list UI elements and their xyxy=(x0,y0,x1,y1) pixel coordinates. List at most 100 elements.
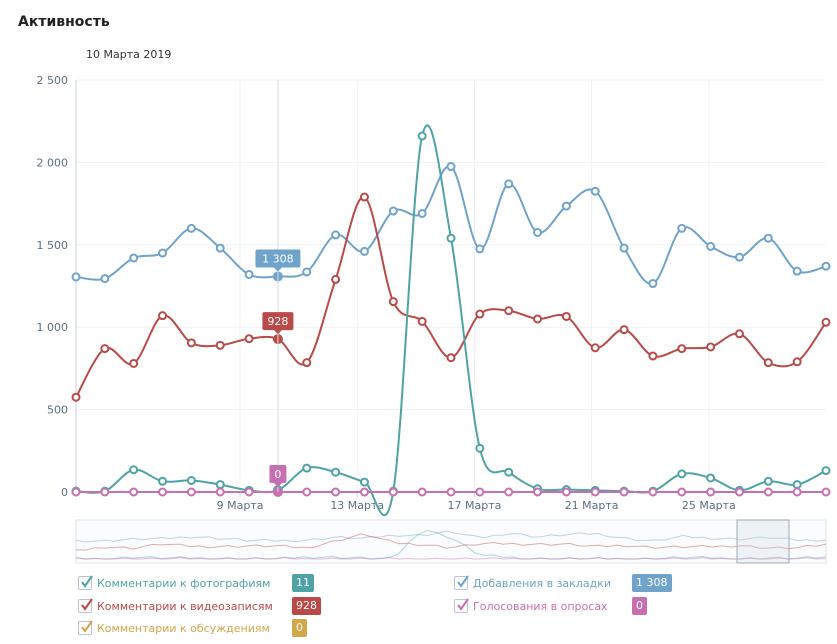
legend-item-polls[interactable]: Голосования в опросах 0 xyxy=(454,596,647,616)
legend-value-badge: 1 308 xyxy=(632,574,672,592)
legend-value-badge: 928 xyxy=(292,597,321,615)
data-point-video xyxy=(359,192,369,202)
data-point-polls xyxy=(215,487,225,497)
data-point-photo xyxy=(504,467,514,477)
checkbox-checked-icon[interactable] xyxy=(78,575,93,590)
data-point-video xyxy=(792,357,802,367)
data-point-video xyxy=(71,392,81,402)
data-point-video xyxy=(648,351,658,361)
legend-label: Комментарии к фотографиям xyxy=(97,576,271,590)
navigator-line-photo xyxy=(75,530,827,560)
data-point-photo xyxy=(446,233,456,243)
data-point-video xyxy=(129,358,139,368)
data-point-video xyxy=(734,329,744,339)
data-point-bookmarks xyxy=(388,206,398,216)
data-point-video xyxy=(475,309,485,319)
data-point-photo xyxy=(677,469,687,479)
legend-item-bookmarks[interactable]: Добавления в закладки 1 308 xyxy=(454,573,672,593)
data-point-polls xyxy=(186,487,196,497)
checkbox-checked-icon[interactable] xyxy=(78,620,93,635)
data-point-photo xyxy=(215,480,225,490)
data-point-video xyxy=(158,311,168,321)
data-point-photo xyxy=(359,477,369,487)
data-point-bookmarks xyxy=(706,241,716,251)
legend-item-video-comments[interactable]: Комментарии к видеозаписям 928 xyxy=(78,596,321,616)
tooltip-text: 928 xyxy=(267,315,288,328)
data-point-video xyxy=(504,306,514,316)
data-point-video xyxy=(244,334,254,344)
legend-label: Комментарии к обсуждениям xyxy=(97,621,270,635)
data-point-polls xyxy=(763,487,773,497)
data-point-bookmarks xyxy=(186,223,196,233)
data-point-photo xyxy=(302,463,312,473)
data-point-video xyxy=(590,343,600,353)
data-point-bookmarks xyxy=(533,227,543,237)
legend-value-badge: 0 xyxy=(292,619,307,637)
tooltip-text: 0 xyxy=(274,468,281,481)
data-point-bookmarks xyxy=(504,179,514,189)
data-point-polls xyxy=(619,487,629,497)
legend-item-discussion-comments[interactable]: Комментарии к обсуждениям 0 xyxy=(78,618,307,638)
data-point-polls xyxy=(446,487,456,497)
data-point-bookmarks xyxy=(359,246,369,256)
data-point-photo xyxy=(763,476,773,486)
tooltip-pointer xyxy=(273,267,282,272)
x-tick-label: 17 Марта xyxy=(448,499,502,512)
data-point-photo xyxy=(129,465,139,475)
data-point-photo xyxy=(792,480,802,490)
data-point-polls xyxy=(504,487,514,497)
data-point-bookmarks xyxy=(71,272,81,282)
data-point-bookmarks xyxy=(302,267,312,277)
data-point-photo xyxy=(475,443,485,453)
tooltip-bubble xyxy=(262,312,294,331)
series-line-video xyxy=(75,196,827,398)
data-point-bookmarks xyxy=(158,248,168,258)
legend-label: Добавления в закладки xyxy=(473,576,611,590)
data-point-video xyxy=(417,316,427,326)
data-point-polls xyxy=(388,487,398,497)
data-point-video xyxy=(619,325,629,335)
data-point-video xyxy=(215,340,225,350)
data-point-bookmarks xyxy=(561,201,571,211)
data-point-photo xyxy=(417,131,427,141)
data-point-video xyxy=(302,358,312,368)
data-point-polls xyxy=(677,487,687,497)
data-point-bookmarks xyxy=(763,233,773,243)
series-line-bookmarks xyxy=(75,165,827,285)
y-tick-label: 2 500 xyxy=(37,74,69,87)
data-point-polls xyxy=(129,487,139,497)
legend-label: Голосования в опросах xyxy=(473,599,608,613)
data-point-bookmarks xyxy=(475,244,485,254)
data-point-bookmarks xyxy=(648,279,658,289)
tooltip-text: 1 308 xyxy=(262,252,294,265)
data-point-polls xyxy=(821,487,831,497)
current-date-label: 10 Марта 2019 xyxy=(86,48,172,61)
navigator-line-video xyxy=(75,533,827,551)
y-tick-label: 2 000 xyxy=(37,156,69,169)
data-point-polls xyxy=(244,487,254,497)
y-tick-label: 0 xyxy=(61,486,68,499)
checkbox-checked-icon[interactable] xyxy=(78,598,93,613)
data-point-bookmarks xyxy=(734,252,744,262)
data-point-video xyxy=(561,311,571,321)
y-tick-label: 1 500 xyxy=(37,239,69,252)
checkbox-checked-icon[interactable] xyxy=(454,575,469,590)
data-point-video xyxy=(677,344,687,354)
data-point-video xyxy=(763,358,773,368)
data-point-bookmarks xyxy=(331,230,341,240)
legend-value-badge: 11 xyxy=(292,574,314,592)
data-point-photo xyxy=(158,476,168,486)
data-point-photo xyxy=(186,475,196,485)
data-point-video xyxy=(533,314,543,324)
data-point-polls xyxy=(706,487,716,497)
navigator-line-bookmarks xyxy=(75,530,827,543)
data-point-polls xyxy=(561,487,571,497)
checkbox-checked-icon[interactable] xyxy=(454,598,469,613)
tooltip-bubble xyxy=(269,465,287,483)
data-point-bookmarks xyxy=(100,274,110,284)
legend-item-photo-comments[interactable]: Комментарии к фотографиям 11 xyxy=(78,573,314,593)
page-title: Активность xyxy=(18,14,110,30)
data-point-bookmarks xyxy=(417,208,427,218)
data-point-video xyxy=(388,297,398,307)
